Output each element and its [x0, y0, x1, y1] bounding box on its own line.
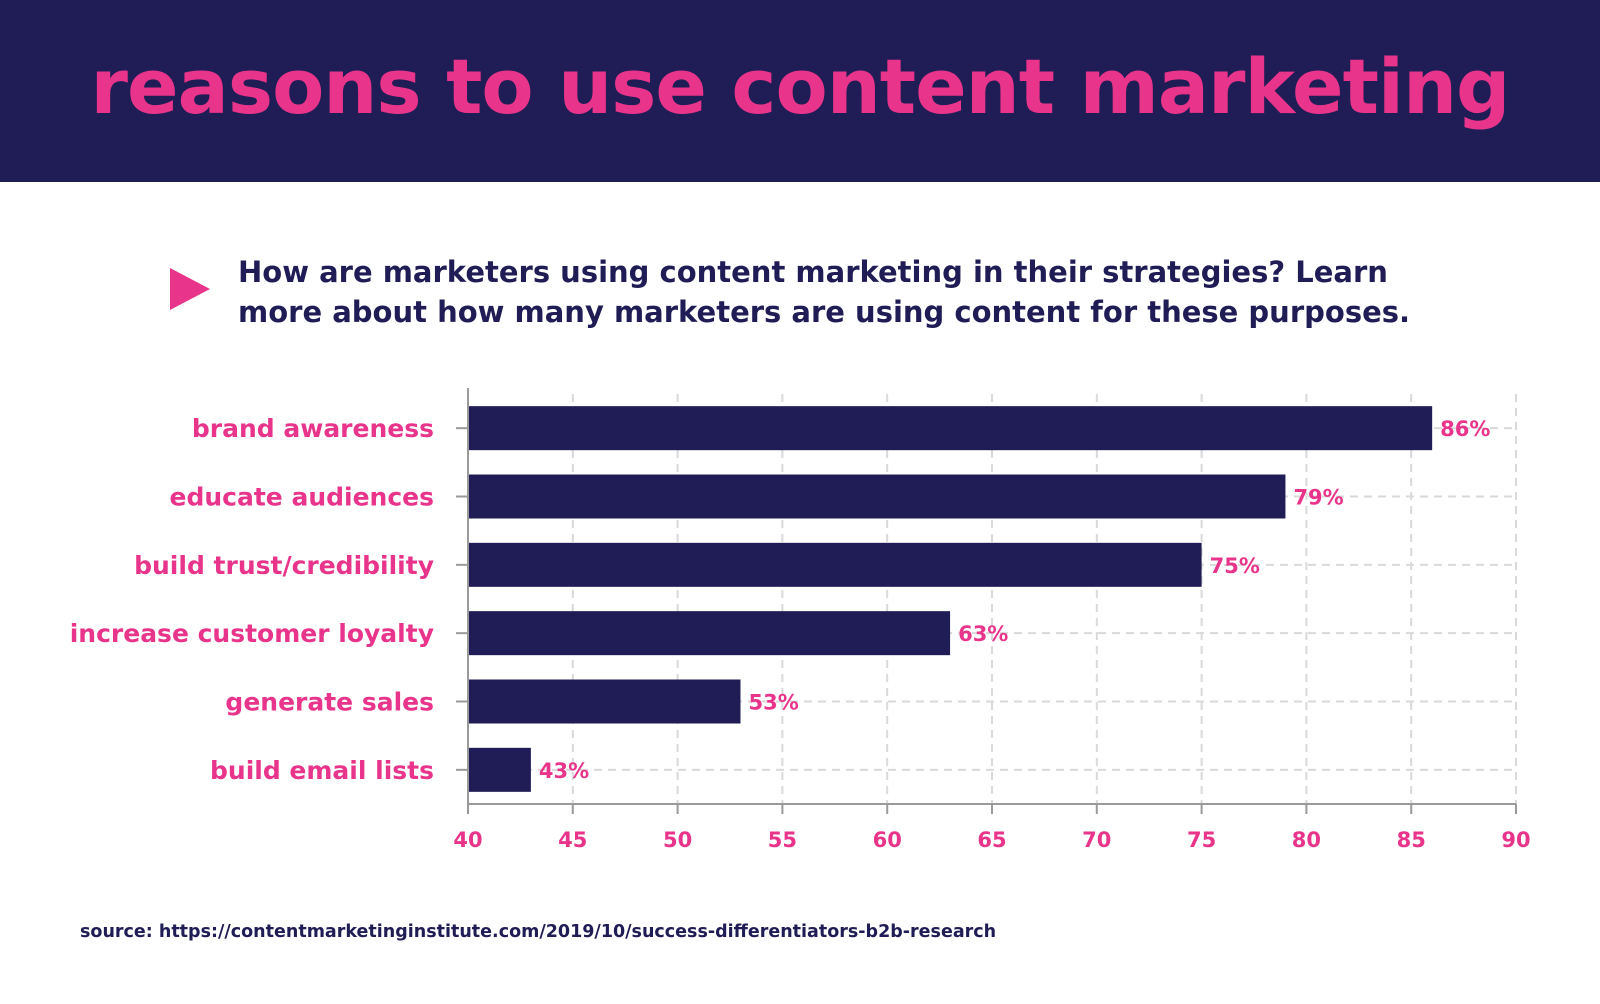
bar: [469, 747, 531, 792]
bar-chart-svg: 40 45 50 55 60 65 70 75 80 85 90 brand awareness 86%…: [70, 388, 1531, 852]
x-tick-label: 45: [558, 828, 587, 852]
category-label: build trust/credibility: [134, 551, 434, 580]
intro-block: How are marketers using content marketin…: [170, 252, 1470, 332]
source-note: source: https://contentmarketinginstitut…: [80, 922, 997, 942]
x-tick-label: 50: [663, 828, 692, 852]
value-label: 53%: [748, 691, 798, 715]
x-tick-label: 60: [873, 828, 902, 852]
play-triangle-icon: [170, 268, 210, 310]
category-label: educate audiences: [170, 483, 435, 512]
title-banner: reasons to use content marketing: [0, 0, 1600, 182]
value-label: 86%: [1440, 417, 1490, 441]
category-label: generate sales: [225, 688, 434, 717]
bar: [469, 611, 951, 656]
x-tick-label: 75: [1187, 828, 1216, 852]
bar: [469, 474, 1286, 519]
bar-chart: 40 45 50 55 60 65 70 75 80 85 90 brand awareness 86%…: [0, 380, 1600, 880]
bar: [469, 679, 741, 724]
value-label: 63%: [958, 622, 1008, 646]
category-label: increase customer loyalty: [70, 619, 434, 648]
x-tick-label: 90: [1501, 828, 1530, 852]
x-tick-label: 80: [1292, 828, 1321, 852]
category-label: brand awareness: [192, 414, 434, 443]
x-tick-label: 70: [1082, 828, 1111, 852]
x-tick-label: 55: [768, 828, 797, 852]
category-label: build email lists: [210, 756, 434, 785]
intro-text: How are marketers using content marketin…: [238, 255, 1411, 329]
bar: [469, 542, 1202, 587]
value-label: 79%: [1293, 486, 1343, 510]
value-label: 43%: [539, 759, 589, 783]
x-tick-label: 85: [1397, 828, 1426, 852]
x-tick-label: 65: [977, 828, 1006, 852]
x-tick-label: 40: [453, 828, 482, 852]
bar: [469, 406, 1433, 451]
value-label: 75%: [1210, 554, 1260, 578]
page-title: reasons to use content marketing: [90, 42, 1511, 131]
